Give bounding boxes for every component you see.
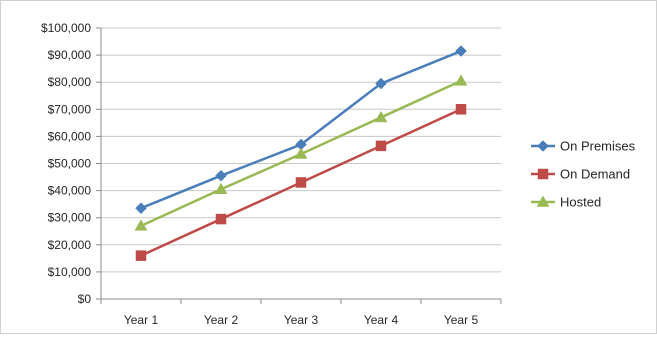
- y-tick-label: $0: [78, 292, 92, 306]
- legend-label: On Demand: [560, 167, 630, 182]
- legend: On Premises On Demand Hosted: [531, 139, 636, 210]
- axes: $0 $10,000 $20,000 $30,000 $40,000 $50,000 $60…: [41, 21, 502, 327]
- data-point-marker: [455, 45, 467, 57]
- data-point-marker: [375, 77, 387, 90]
- series-on-demand: [135, 104, 467, 261]
- legend-entry: Hosted: [531, 195, 601, 210]
- x-tick-label: Year 4: [364, 313, 399, 327]
- legend-label: On Premises: [560, 139, 636, 154]
- series-on-premises: [135, 45, 467, 215]
- y-tick-label: $40,000: [48, 184, 92, 198]
- x-tick-label: Year 2: [204, 313, 239, 327]
- data-point-marker: [214, 182, 228, 194]
- legend-label: Hosted: [560, 195, 601, 210]
- y-tick-label: $30,000: [48, 211, 92, 225]
- y-tick-label: $90,000: [48, 48, 92, 62]
- y-tick-label: $80,000: [48, 75, 92, 89]
- data-point-marker: [135, 250, 147, 261]
- y-tick-label: $60,000: [48, 129, 92, 143]
- line-chart: $0 $10,000 $20,000 $30,000 $40,000 $50,000 $60…: [41, 21, 636, 327]
- data-point-marker: [294, 147, 308, 159]
- y-tick-label: $50,000: [48, 157, 92, 171]
- data-point-marker: [375, 140, 387, 152]
- x-tick-label: Year 3: [284, 313, 319, 327]
- data-point-marker: [374, 110, 388, 123]
- data-point-marker: [215, 169, 227, 182]
- series-group: [134, 45, 468, 261]
- y-tick-label: $70,000: [48, 102, 92, 116]
- legend-marker: [537, 168, 549, 180]
- legend-entry: On Premises: [531, 139, 636, 154]
- legend-marker: [537, 140, 549, 152]
- y-tick-label: $10,000: [48, 265, 92, 279]
- y-tick-label: $100,000: [41, 21, 91, 35]
- data-point-marker: [295, 177, 307, 188]
- data-point-marker: [135, 202, 147, 215]
- series-hosted: [134, 74, 468, 231]
- data-point-marker: [215, 213, 227, 225]
- legend-marker: [536, 195, 550, 207]
- x-tick-label: Year 1: [124, 313, 159, 327]
- legend-entry: On Demand: [531, 167, 630, 182]
- data-point-marker: [454, 74, 468, 86]
- data-point-marker: [455, 104, 467, 115]
- y-tick-label: $20,000: [48, 238, 92, 252]
- data-point-marker: [134, 219, 148, 231]
- x-tick-label: Year 5: [444, 313, 479, 327]
